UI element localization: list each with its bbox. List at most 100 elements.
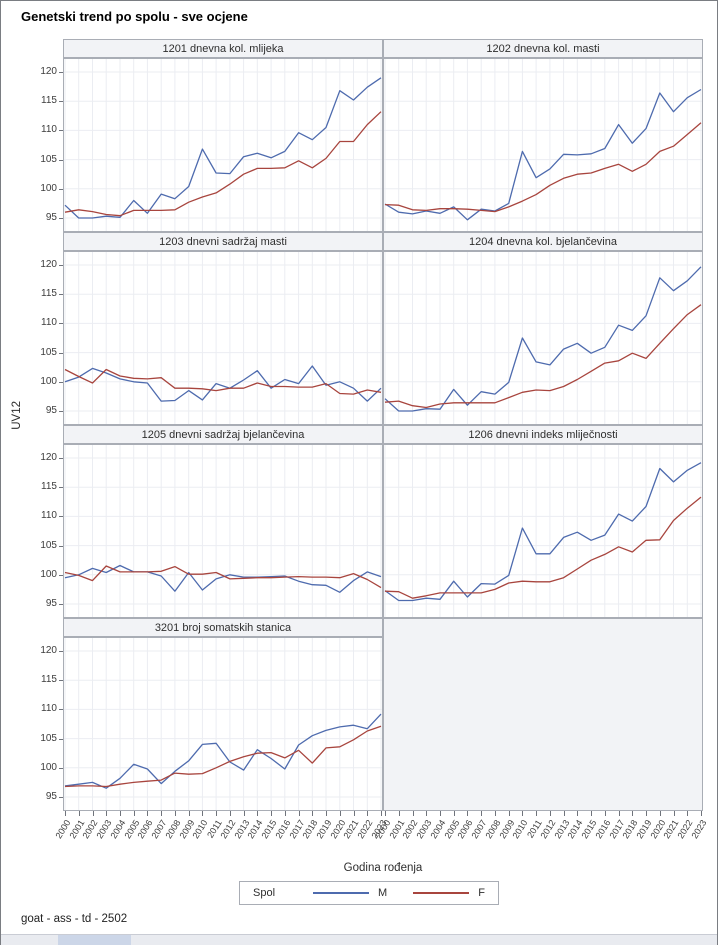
x-tick-mark bbox=[522, 811, 524, 816]
y-tick-mark bbox=[59, 218, 63, 219]
x-tick-mark bbox=[481, 811, 483, 816]
y-tick-mark bbox=[59, 188, 63, 190]
panel-1205: 1205 dnevni sadržaj bjelančevina bbox=[63, 425, 383, 618]
x-tick-mark bbox=[381, 811, 382, 816]
x-tick-mark bbox=[412, 811, 414, 816]
panel-1206: 1206 dnevni indeks mliječnosti bbox=[383, 425, 703, 618]
y-tick-mark bbox=[59, 72, 63, 73]
x-tick-mark bbox=[133, 811, 135, 816]
y-tick-label: 100 bbox=[40, 375, 57, 387]
x-tick-mark bbox=[494, 811, 496, 816]
x-tick-mark bbox=[673, 811, 675, 816]
y-tick-mark bbox=[59, 265, 63, 266]
y-tick-label: 115 bbox=[41, 674, 57, 686]
y-tick-label: 120 bbox=[40, 259, 57, 270]
series-line-F bbox=[384, 122, 702, 213]
panel-1203: 1203 dnevni sadržaj masti bbox=[63, 232, 383, 425]
panel-plot-area bbox=[63, 251, 383, 425]
legend-title: Spol bbox=[253, 887, 276, 899]
x-tick-mark bbox=[385, 811, 386, 816]
x-tick-mark bbox=[591, 811, 593, 816]
x-tick-mark bbox=[659, 811, 661, 816]
panel-plot-area bbox=[63, 444, 383, 618]
y-tick-label: 120 bbox=[40, 452, 57, 463]
x-tick-mark bbox=[106, 811, 108, 816]
series-line-F bbox=[64, 725, 382, 788]
x-tick-mark bbox=[549, 811, 551, 816]
y-tick-label: 115 bbox=[41, 481, 57, 493]
y-tick-label: 95 bbox=[45, 598, 57, 609]
x-tick-mark bbox=[271, 811, 273, 816]
y-tick-label: 100 bbox=[40, 761, 57, 773]
x-tick-mark bbox=[577, 811, 579, 816]
series-line-M bbox=[384, 88, 702, 221]
y-tick-label: 110 bbox=[41, 317, 57, 329]
panel-header: 3201 broj somatskih stanica bbox=[63, 618, 383, 637]
series-line-F bbox=[384, 304, 702, 409]
x-tick-mark bbox=[202, 811, 204, 816]
x-tick-mark bbox=[174, 811, 176, 816]
y-tick-mark bbox=[59, 709, 63, 711]
panel-plot-area bbox=[383, 444, 703, 618]
panel-header: 1201 dnevna kol. mlijeka bbox=[63, 39, 383, 58]
y-tick-label: 105 bbox=[40, 153, 57, 165]
panel-header: 1204 dnevna kol. bjelančevina bbox=[383, 232, 703, 251]
panel-plot-area bbox=[63, 58, 383, 232]
y-tick-mark bbox=[59, 767, 63, 769]
x-tick-mark bbox=[65, 811, 66, 816]
y-tick-mark bbox=[59, 604, 63, 605]
x-tick-mark bbox=[508, 811, 510, 816]
series-line-F bbox=[64, 111, 382, 217]
x-tick-mark bbox=[92, 811, 94, 816]
footer-note: goat - ass - td - 2502 bbox=[21, 913, 128, 925]
x-tick-mark bbox=[188, 811, 190, 816]
x-tick-mark bbox=[120, 811, 121, 816]
horizontal-scrollbar-thumb[interactable] bbox=[58, 935, 131, 945]
legend: Spol M F bbox=[239, 881, 499, 905]
x-tick-mark bbox=[161, 811, 163, 816]
horizontal-scrollbar-track[interactable] bbox=[1, 934, 717, 945]
x-tick-mark bbox=[398, 811, 400, 816]
y-tick-label: 110 bbox=[41, 510, 57, 522]
y-tick-label: 105 bbox=[40, 346, 57, 358]
series-line-M bbox=[384, 462, 702, 602]
y-tick-mark bbox=[59, 411, 63, 412]
series-line-M bbox=[64, 564, 382, 593]
x-tick-mark bbox=[604, 811, 606, 816]
y-tick-mark bbox=[59, 574, 63, 576]
x-tick-mark bbox=[353, 811, 355, 816]
y-tick-label: 95 bbox=[45, 791, 57, 802]
y-tick-mark bbox=[59, 101, 63, 103]
x-tick-mark bbox=[426, 811, 428, 816]
legend-line-male-icon bbox=[313, 892, 370, 894]
panel-grid: 1201 dnevna kol. mlijeka 1202 dnevna kol.… bbox=[63, 39, 703, 811]
x-tick-mark bbox=[78, 811, 80, 816]
x-tick-mark bbox=[312, 811, 314, 816]
panel-header: 1202 dnevna kol. masti bbox=[383, 39, 703, 58]
y-tick-label: 100 bbox=[40, 568, 57, 580]
y-axis-title: UV12 bbox=[11, 401, 23, 430]
y-tick-mark bbox=[59, 130, 63, 132]
x-tick-mark bbox=[440, 811, 441, 816]
x-tick-mark bbox=[284, 811, 286, 816]
panel-header: 1205 dnevni sadržaj bjelančevina bbox=[63, 425, 383, 444]
x-tick-mark bbox=[467, 811, 469, 816]
y-tick-mark bbox=[59, 352, 63, 354]
y-tick-label: 95 bbox=[45, 405, 57, 416]
legend-line-female-icon bbox=[413, 892, 470, 894]
x-tick-mark bbox=[687, 811, 689, 816]
y-tick-label: 110 bbox=[41, 703, 57, 715]
series-line-F bbox=[64, 565, 382, 589]
x-tick-mark bbox=[563, 811, 565, 816]
panel-header: 1206 dnevni indeks mliječnosti bbox=[383, 425, 703, 444]
y-tick-label: 95 bbox=[45, 212, 57, 223]
x-tick-mark bbox=[216, 811, 218, 816]
x-tick-mark bbox=[367, 811, 369, 816]
y-tick-mark bbox=[59, 545, 63, 547]
panel-1201: 1201 dnevna kol. mlijeka bbox=[63, 39, 383, 232]
x-tick-mark bbox=[632, 811, 634, 816]
panel-plot-area bbox=[383, 58, 703, 232]
y-tick-mark bbox=[59, 381, 63, 383]
y-tick-mark bbox=[59, 294, 63, 296]
